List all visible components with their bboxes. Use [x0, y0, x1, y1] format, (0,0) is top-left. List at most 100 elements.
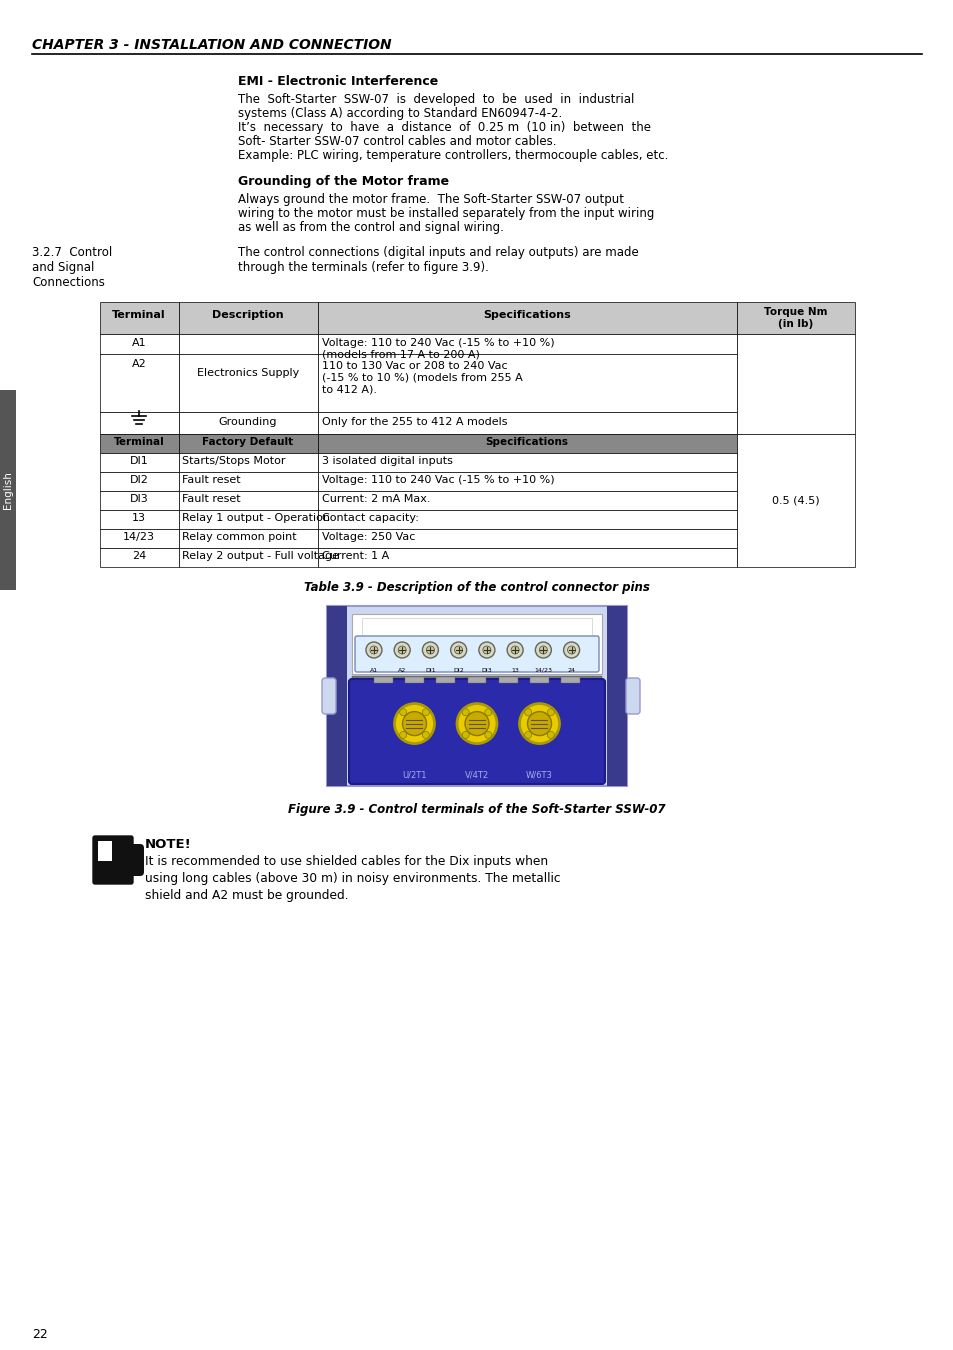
Text: wiring to the motor must be installed separately from the input wiring: wiring to the motor must be installed se…	[237, 207, 654, 220]
Circle shape	[366, 643, 381, 657]
Circle shape	[461, 709, 469, 716]
Text: EMI - Electronic Interference: EMI - Electronic Interference	[237, 76, 437, 88]
Text: Relay 1 output - Operation: Relay 1 output - Operation	[182, 513, 330, 522]
Text: Relay 2 output - Full voltage: Relay 2 output - Full voltage	[182, 551, 338, 562]
Bar	[179, 412, 317, 433]
Text: DI1: DI1	[130, 456, 149, 466]
Circle shape	[538, 647, 547, 653]
Text: 3.2.7  Control
and Signal
Connections: 3.2.7 Control and Signal Connections	[32, 246, 112, 289]
Bar	[0, 390, 16, 590]
Bar	[179, 491, 317, 510]
Text: Current: 1 A: Current: 1 A	[322, 551, 389, 562]
Text: Terminal: Terminal	[112, 310, 166, 320]
Bar	[530, 676, 548, 683]
Text: English: English	[3, 471, 13, 509]
Circle shape	[397, 647, 406, 653]
Bar	[179, 548, 317, 567]
Bar	[179, 302, 317, 333]
Text: 0.5 (4.5): 0.5 (4.5)	[771, 495, 819, 505]
Text: Example: PLC wiring, temperature controllers, thermocouple cables, etc.: Example: PLC wiring, temperature control…	[237, 148, 668, 162]
Text: CHAPTER 3 - INSTALLATION AND CONNECTION: CHAPTER 3 - INSTALLATION AND CONNECTION	[32, 38, 392, 53]
Text: as well as from the control and signal wiring.: as well as from the control and signal w…	[237, 221, 503, 234]
Circle shape	[511, 647, 518, 653]
Bar	[179, 354, 317, 412]
Text: 24: 24	[132, 551, 146, 562]
Text: A1: A1	[132, 338, 146, 348]
Text: A2: A2	[132, 359, 146, 369]
Bar	[317, 472, 737, 491]
Text: A1: A1	[370, 668, 377, 674]
Bar	[405, 676, 423, 683]
Text: DI3: DI3	[130, 494, 149, 504]
Text: Fault reset: Fault reset	[182, 494, 240, 504]
Bar	[100, 510, 179, 529]
Bar	[179, 529, 317, 548]
Text: Relay common point: Relay common point	[182, 532, 296, 541]
Bar	[317, 302, 737, 333]
Text: Specifications: Specifications	[485, 437, 568, 447]
Text: 14/23: 14/23	[123, 532, 154, 541]
Circle shape	[399, 709, 406, 716]
Text: NOTE!: NOTE!	[145, 838, 192, 850]
Bar	[737, 333, 854, 433]
Text: 13: 13	[132, 513, 146, 522]
Circle shape	[422, 643, 438, 657]
Bar	[100, 354, 179, 412]
Text: U/2T1: U/2T1	[402, 771, 426, 780]
Circle shape	[547, 732, 554, 738]
Text: Always ground the motor frame.  The Soft-Starter SSW-07 output: Always ground the motor frame. The Soft-…	[237, 193, 623, 207]
Text: The  Soft-Starter  SSW-07  is  developed  to  be  used  in  industrial: The Soft-Starter SSW-07 is developed to …	[237, 93, 634, 107]
Circle shape	[484, 709, 492, 716]
Bar	[100, 454, 179, 472]
Bar	[100, 333, 179, 354]
Text: Soft- Starter SSW-07 control cables and motor cables.: Soft- Starter SSW-07 control cables and …	[237, 135, 556, 148]
Text: A2: A2	[397, 668, 406, 674]
Bar	[307, 601, 646, 791]
Text: (models from 17 A to 200 A): (models from 17 A to 200 A)	[322, 350, 479, 359]
Text: Grounding: Grounding	[218, 417, 277, 427]
Text: Grounding of the Motor frame: Grounding of the Motor frame	[237, 176, 449, 188]
Circle shape	[519, 703, 558, 744]
Text: V/4T2: V/4T2	[464, 771, 489, 780]
Text: (-15 % to 10 %) (models from 255 A: (-15 % to 10 %) (models from 255 A	[322, 373, 522, 382]
Text: 3 isolated digital inputs: 3 isolated digital inputs	[322, 456, 453, 466]
Bar	[100, 548, 179, 567]
Text: 110 to 130 Vac or 208 to 240 Vac: 110 to 130 Vac or 208 to 240 Vac	[322, 360, 507, 371]
Circle shape	[422, 709, 429, 716]
Text: Voltage: 110 to 240 Vac (-15 % to +10 %): Voltage: 110 to 240 Vac (-15 % to +10 %)	[322, 475, 554, 485]
Bar	[179, 333, 317, 354]
Circle shape	[524, 709, 531, 716]
Circle shape	[484, 732, 492, 738]
Text: Fault reset: Fault reset	[182, 475, 240, 485]
Circle shape	[422, 732, 429, 738]
Bar	[498, 676, 517, 683]
Circle shape	[455, 647, 462, 653]
Circle shape	[456, 703, 497, 744]
FancyBboxPatch shape	[349, 679, 604, 784]
Bar	[179, 433, 317, 454]
Bar	[737, 302, 854, 333]
Bar	[317, 333, 737, 354]
Text: 13: 13	[511, 668, 518, 674]
Text: Electronics Supply: Electronics Supply	[196, 369, 299, 378]
Bar	[352, 676, 601, 684]
Text: Voltage: 250 Vac: Voltage: 250 Vac	[322, 532, 415, 541]
Text: Only for the 255 to 412 A models: Only for the 255 to 412 A models	[322, 417, 507, 427]
Bar	[606, 606, 626, 786]
FancyBboxPatch shape	[327, 606, 626, 786]
Bar	[737, 433, 854, 567]
Bar	[327, 606, 347, 786]
Circle shape	[563, 643, 579, 657]
Text: W/6T3: W/6T3	[525, 771, 553, 780]
Bar	[317, 433, 737, 454]
Text: DI2: DI2	[453, 668, 463, 674]
Bar	[352, 614, 601, 674]
Bar	[100, 302, 179, 333]
Bar	[179, 510, 317, 529]
FancyBboxPatch shape	[122, 844, 144, 876]
Bar	[100, 529, 179, 548]
Text: The control connections (digital inputs and relay outputs) are made
through the : The control connections (digital inputs …	[237, 246, 639, 274]
Circle shape	[567, 647, 575, 653]
Bar	[361, 618, 592, 636]
Text: Contact capacity:: Contact capacity:	[322, 513, 418, 522]
